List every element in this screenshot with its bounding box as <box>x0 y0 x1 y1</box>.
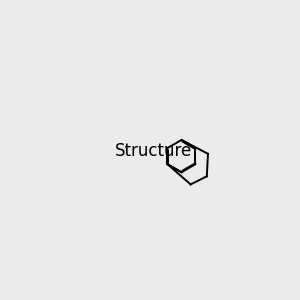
Text: Structure: Structure <box>115 142 192 160</box>
